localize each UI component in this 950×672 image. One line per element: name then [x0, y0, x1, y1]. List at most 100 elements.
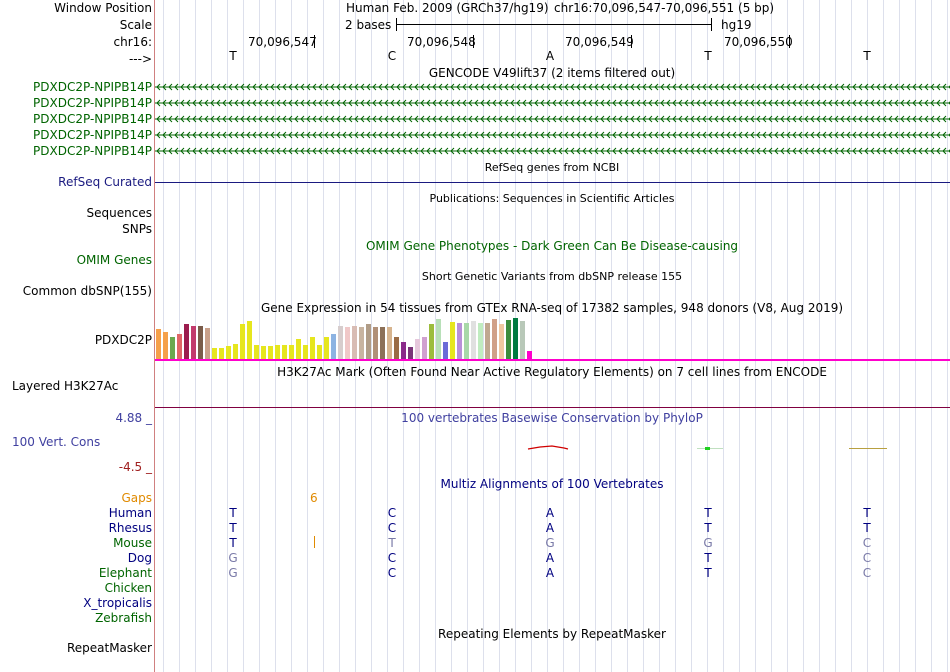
gridline — [579, 0, 580, 672]
gtex-tissue-bar[interactable] — [198, 326, 203, 359]
gene-row-1[interactable] — [155, 82, 950, 92]
gridline — [931, 0, 932, 672]
position-title: chr16:70,096,547-70,096,551 (5 bp) — [554, 1, 775, 15]
gtex-tissue-bar[interactable] — [499, 324, 504, 359]
gtex-tissue-bar[interactable] — [219, 348, 224, 359]
gtex-tissue-bar[interactable] — [226, 346, 231, 359]
omim-genes-label[interactable]: OMIM Genes — [76, 253, 152, 267]
gene-label-2[interactable]: PDXDC2P-NPIPB14P — [33, 96, 152, 110]
gtex-tissue-bar[interactable] — [317, 345, 322, 359]
gtex-tissue-bar[interactable] — [170, 337, 175, 359]
gtex-tissue-bar[interactable] — [282, 345, 287, 359]
gtex-expression-bars[interactable] — [155, 316, 555, 359]
gtex-tissue-bar[interactable] — [485, 323, 490, 359]
species-label[interactable]: Chicken — [104, 581, 152, 595]
gtex-tissue-bar[interactable] — [212, 348, 217, 359]
gtex-tissue-bar[interactable] — [492, 319, 497, 359]
gtex-tissue-bar[interactable] — [457, 323, 462, 359]
gaps-label[interactable]: Gaps — [121, 491, 152, 505]
gene-row-4[interactable] — [155, 130, 950, 140]
gene-row-2[interactable] — [155, 98, 950, 108]
gene-label-5[interactable]: PDXDC2P-NPIPB14P — [33, 144, 152, 158]
gtex-tissue-bar[interactable] — [233, 344, 238, 359]
gtex-tissue-bar[interactable] — [324, 337, 329, 359]
refseq-curated-line[interactable] — [155, 182, 950, 183]
gene-row-3[interactable] — [155, 114, 950, 124]
gtex-tissue-bar[interactable] — [513, 318, 518, 359]
gtex-tissue-bar[interactable] — [331, 334, 336, 359]
gtex-tissue-bar[interactable] — [289, 345, 294, 359]
gtex-tissue-bar[interactable] — [408, 347, 413, 359]
vert-cons-label[interactable]: 100 Vert. Cons — [12, 435, 101, 449]
repeatmasker-label[interactable]: RepeatMasker — [66, 641, 152, 655]
species-label[interactable]: Dog — [127, 551, 152, 565]
gtex-tissue-bar[interactable] — [303, 345, 308, 359]
gtex-tissue-bar[interactable] — [443, 342, 448, 359]
scale-label: Scale — [119, 18, 152, 32]
aligned-base: T — [388, 536, 396, 550]
gtex-tissue-bar[interactable] — [338, 326, 343, 359]
gtex-tissue-bar[interactable] — [415, 339, 420, 359]
publications-track-title: Publications: Sequences in Scientific Ar… — [429, 192, 675, 205]
refseq-track-title: RefSeq genes from NCBI — [484, 161, 620, 174]
species-label[interactable]: Elephant — [98, 566, 152, 580]
species-label[interactable]: Zebrafish — [95, 611, 152, 625]
refseq-curated-label[interactable]: RefSeq Curated — [58, 175, 152, 189]
gtex-tissue-bar[interactable] — [429, 324, 434, 359]
gtex-tissue-bar[interactable] — [464, 323, 469, 359]
species-label[interactable]: Rhesus — [108, 521, 152, 535]
pdxdc2p-expression-label[interactable]: PDXDC2P — [94, 333, 152, 347]
gene-label-4[interactable]: PDXDC2P-NPIPB14P — [33, 128, 152, 142]
gtex-tissue-bar[interactable] — [184, 324, 189, 359]
gene-row-5[interactable] — [155, 146, 950, 156]
species-label[interactable]: Human — [108, 506, 152, 520]
gtex-tissue-bar[interactable] — [450, 322, 455, 359]
gtex-tissue-bar[interactable] — [359, 327, 364, 359]
gtex-tissue-bar[interactable] — [205, 328, 210, 359]
aligned-base: G — [545, 536, 555, 550]
gtex-tissue-bar[interactable] — [401, 342, 406, 359]
gtex-tissue-bar[interactable] — [366, 324, 371, 359]
gtex-tissue-bar[interactable] — [478, 323, 483, 359]
assembly-title: Human Feb. 2009 (GRCh37/hg19) — [346, 1, 549, 15]
conservation-max-value: 4.88 _ — [115, 411, 152, 425]
gtex-tissue-bar[interactable] — [527, 351, 532, 359]
gtex-tissue-bar[interactable] — [387, 327, 392, 359]
gtex-tissue-bar[interactable] — [275, 345, 280, 359]
species-label[interactable]: Mouse — [113, 536, 152, 550]
phylop-plot[interactable] — [155, 440, 950, 460]
gtex-tissue-bar[interactable] — [380, 327, 385, 359]
gtex-tissue-bar[interactable] — [191, 326, 196, 359]
layered-h3k27ac-label[interactable]: Layered H3K27Ac — [12, 379, 119, 393]
gtex-tissue-bar[interactable] — [436, 319, 441, 359]
gtex-tissue-bar[interactable] — [506, 320, 511, 359]
aligned-base: C — [387, 566, 397, 580]
gtex-tissue-bar[interactable] — [156, 329, 161, 359]
gtex-tissue-bar[interactable] — [261, 346, 266, 359]
gtex-tissue-bar[interactable] — [310, 337, 315, 359]
gtex-tissue-bar[interactable] — [394, 337, 399, 359]
sequence-base: T — [704, 49, 712, 63]
aligned-base: A — [545, 521, 555, 535]
gtex-tissue-bar[interactable] — [247, 321, 252, 359]
ruler-tick-3 — [631, 35, 632, 48]
browser-track-image[interactable]: Human Feb. 2009 (GRCh37/hg19) chr16:70,0… — [155, 0, 950, 672]
species-label[interactable]: X_tropicalis — [83, 596, 152, 610]
gtex-tissue-bar[interactable] — [352, 326, 357, 359]
gtex-tissue-bar[interactable] — [268, 346, 273, 359]
snps-label[interactable]: SNPs — [122, 222, 152, 236]
gene-label-1[interactable]: PDXDC2P-NPIPB14P — [33, 80, 152, 94]
gtex-tissue-bar[interactable] — [240, 324, 245, 359]
common-dbsnp-label[interactable]: Common dbSNP(155) — [22, 284, 152, 298]
gtex-tissue-bar[interactable] — [422, 337, 427, 359]
sequences-label[interactable]: Sequences — [86, 206, 152, 220]
gtex-tissue-bar[interactable] — [296, 339, 301, 359]
gtex-tissue-bar[interactable] — [254, 345, 259, 359]
gtex-tissue-bar[interactable] — [373, 327, 378, 359]
gtex-tissue-bar[interactable] — [520, 321, 525, 359]
gtex-tissue-bar[interactable] — [471, 321, 476, 359]
gtex-tissue-bar[interactable] — [163, 332, 168, 359]
gtex-tissue-bar[interactable] — [177, 334, 182, 359]
gene-label-3[interactable]: PDXDC2P-NPIPB14P — [33, 112, 152, 126]
gtex-tissue-bar[interactable] — [345, 327, 350, 359]
